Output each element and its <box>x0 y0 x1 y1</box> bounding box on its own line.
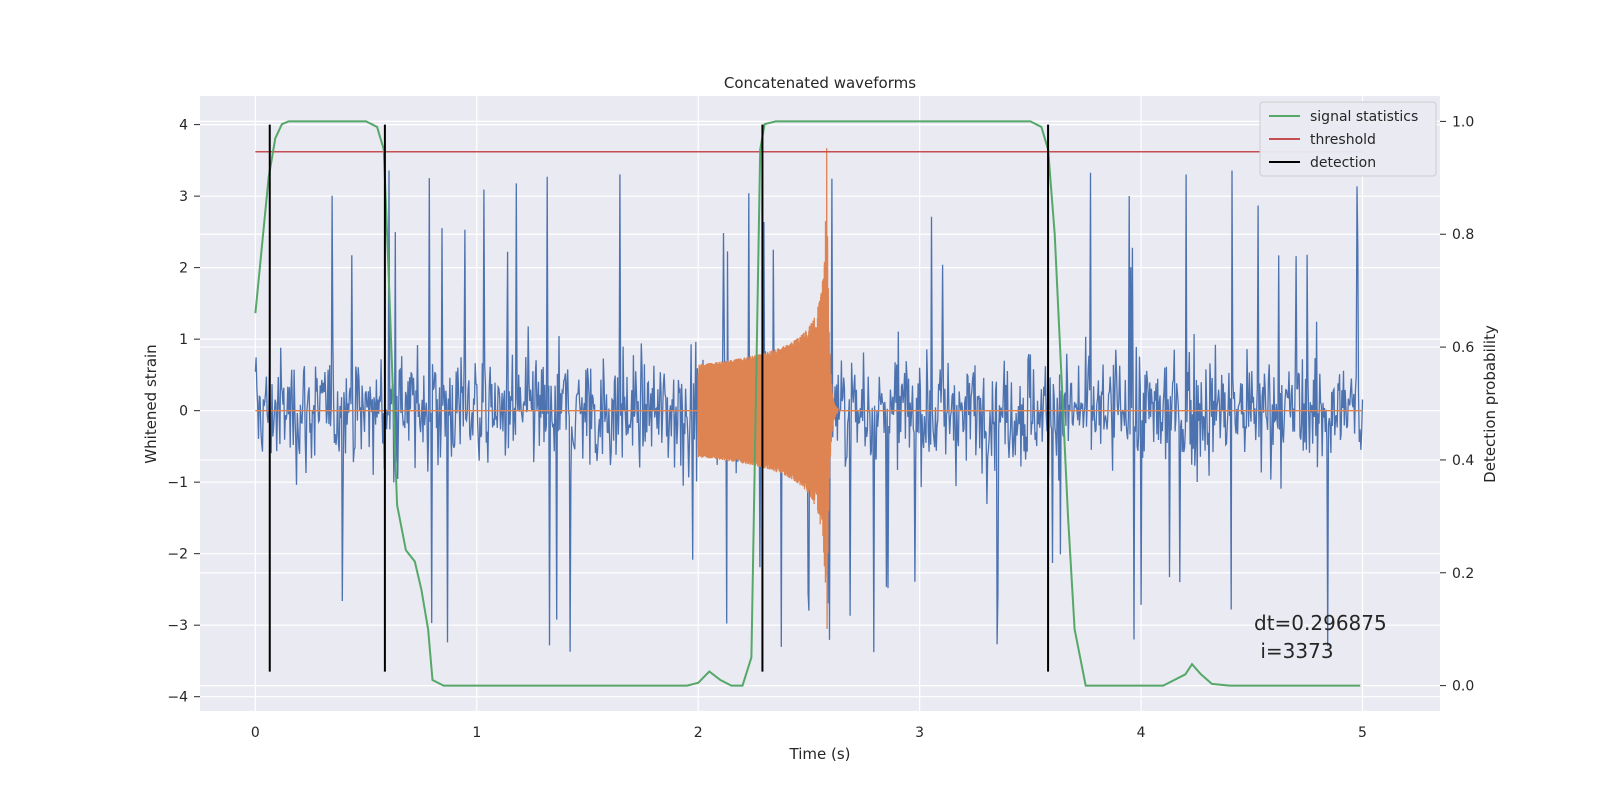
y-tick-label: 0 <box>179 404 188 420</box>
y2-axis-label: Detection probability <box>1481 325 1499 483</box>
x-tick-label: 3 <box>915 725 924 741</box>
x-tick-label: 5 <box>1358 725 1367 741</box>
y2-tick-label: 1.0 <box>1452 114 1474 130</box>
legend-box <box>1259 101 1437 177</box>
legend-detection: detection <box>1310 155 1376 171</box>
series-signal-statistics <box>254 120 1361 687</box>
x-tick-label: 4 <box>1137 725 1146 741</box>
y2-tick-label: 0.8 <box>1452 227 1474 243</box>
y-tick-label: −2 <box>167 547 188 563</box>
y-tick-label: 1 <box>179 332 188 348</box>
legend: signal statistics threshold detection <box>1259 101 1437 177</box>
x-tick-label: 1 <box>472 725 481 741</box>
y-tick-label: 3 <box>179 189 188 205</box>
annotation-i: i=3373 <box>1254 639 1334 663</box>
y2-tick-label: 0.0 <box>1452 679 1474 695</box>
series-layer <box>254 120 1364 687</box>
y-tick-label: −1 <box>167 475 188 491</box>
x-axis-label: Time (s) <box>789 745 851 763</box>
x-tick-label: 0 <box>251 725 260 741</box>
y-axis-label: Whitened strain <box>142 344 160 463</box>
y2-tick-label: 0.2 <box>1452 566 1474 582</box>
y-tick-label: −4 <box>167 690 188 706</box>
y2-tick-label: 0.6 <box>1452 340 1474 356</box>
y2-tick-label: 0.4 <box>1452 453 1474 469</box>
legend-signal-statistics: signal statistics <box>1310 109 1418 125</box>
annotation-dt: dt=0.296875 <box>1254 611 1387 635</box>
tick-labels: 0 1 2 3 4 5 −4 −3 −2 −1 0 1 2 3 4 0.0 0.2 0.4 0.6 0.8 1.0 <box>167 114 1474 741</box>
y-tick-label: 4 <box>179 118 188 134</box>
y-tick-label: 2 <box>179 261 188 277</box>
x-tick-label: 2 <box>694 725 703 741</box>
y-tick-label: −3 <box>167 618 188 634</box>
legend-threshold: threshold <box>1310 132 1376 148</box>
series-injected-waveform <box>255 148 1363 630</box>
chart-title: Concatenated waveforms <box>724 74 916 92</box>
